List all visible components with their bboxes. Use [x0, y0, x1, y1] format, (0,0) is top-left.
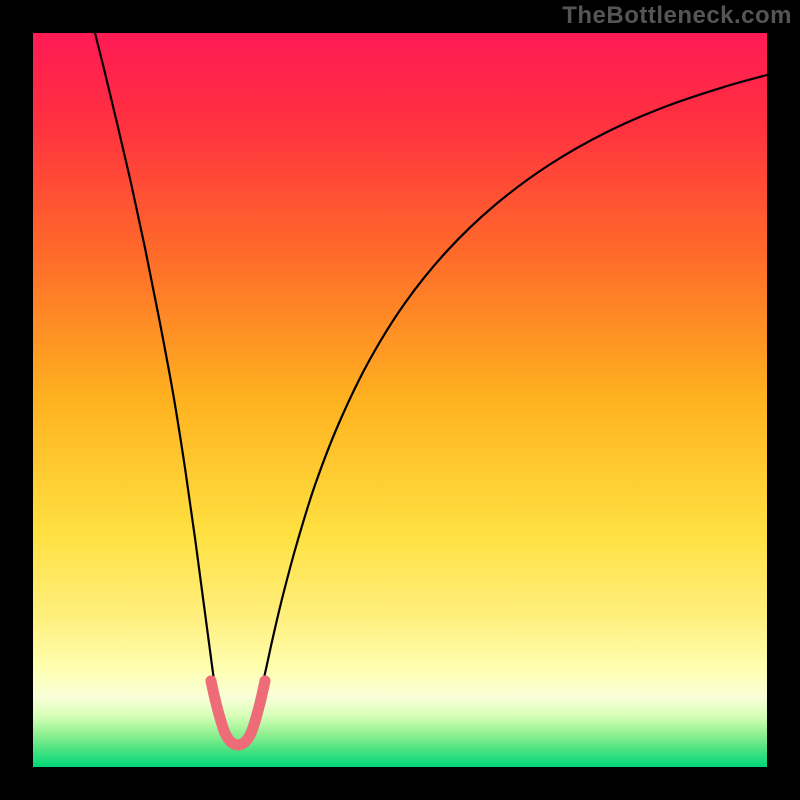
bottleneck-chart: [0, 0, 800, 800]
valley-marker-dot: [260, 676, 271, 687]
valley-marker-dot: [215, 713, 226, 724]
valley-marker-dot: [246, 728, 257, 739]
plot-background: [33, 33, 767, 767]
valley-marker-dot: [251, 713, 262, 724]
valley-marker-dot: [240, 737, 251, 748]
valley-marker-dot: [210, 694, 221, 705]
valley-marker-dot: [206, 676, 217, 687]
valley-marker-dot: [220, 728, 231, 739]
valley-marker-dot: [256, 694, 267, 705]
chart-stage: TheBottleneck.com: [0, 0, 800, 800]
watermark-label: TheBottleneck.com: [562, 2, 792, 30]
